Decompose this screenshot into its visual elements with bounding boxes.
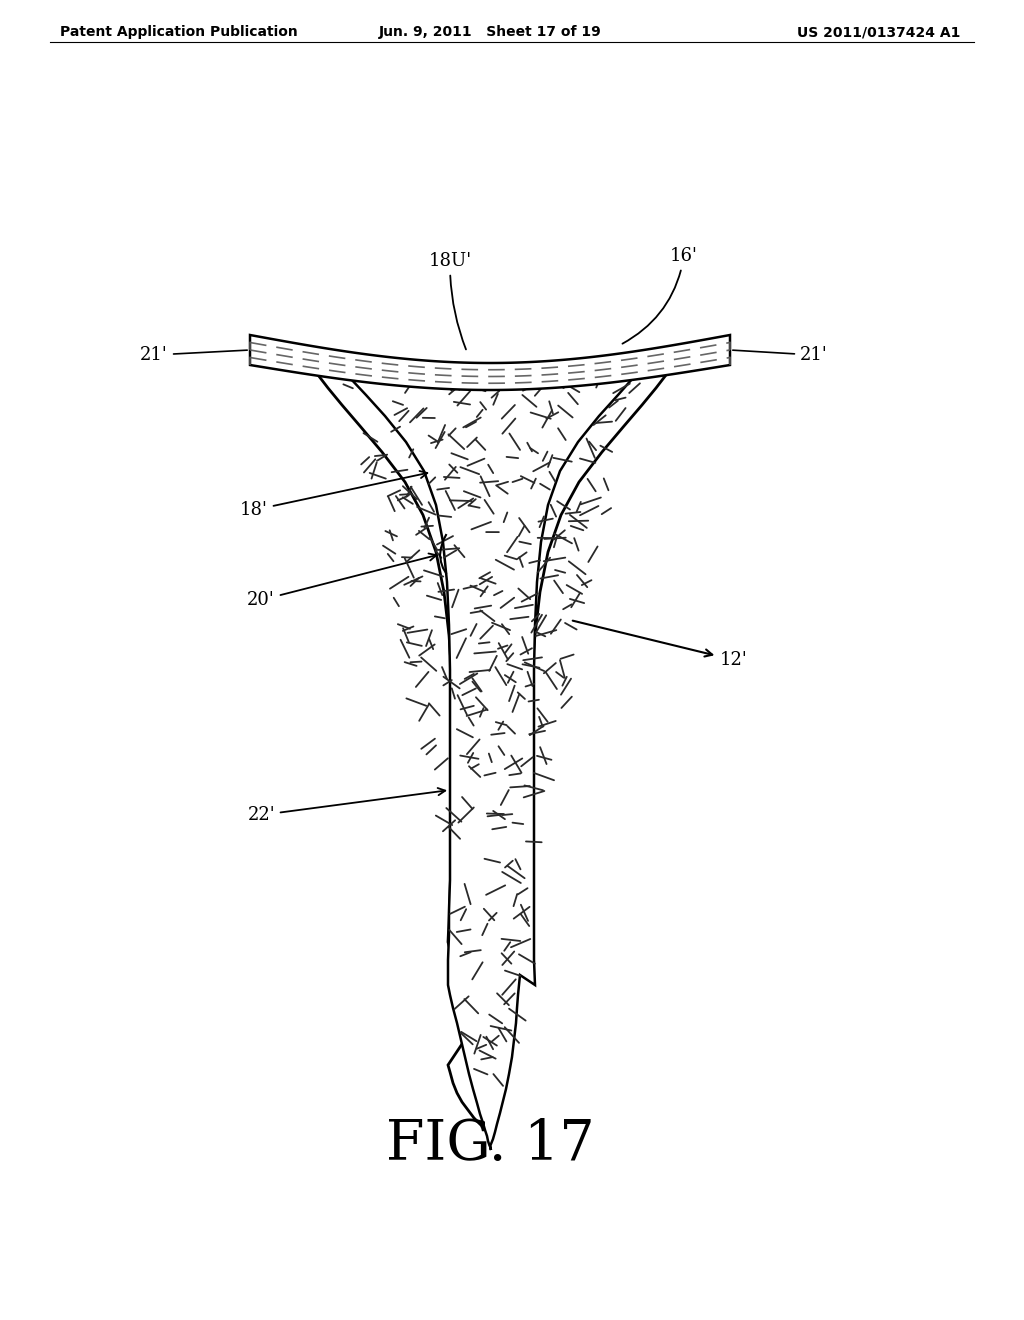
Text: 16': 16' [623,247,698,343]
Polygon shape [250,335,730,389]
Text: US 2011/0137424 A1: US 2011/0137424 A1 [797,25,961,40]
Text: 18U': 18U' [428,252,472,350]
Polygon shape [338,366,645,1150]
Text: Jun. 9, 2011   Sheet 17 of 19: Jun. 9, 2011 Sheet 17 of 19 [379,25,601,40]
Text: FIG. 17: FIG. 17 [386,1118,594,1172]
Text: Patent Application Publication: Patent Application Publication [60,25,298,40]
Polygon shape [312,366,672,1127]
Text: 21': 21' [140,346,247,364]
Text: 22': 22' [248,788,445,824]
Text: 21': 21' [733,346,827,364]
Text: 12': 12' [572,620,748,669]
Text: 18': 18' [240,471,427,519]
Text: 20': 20' [247,553,436,609]
